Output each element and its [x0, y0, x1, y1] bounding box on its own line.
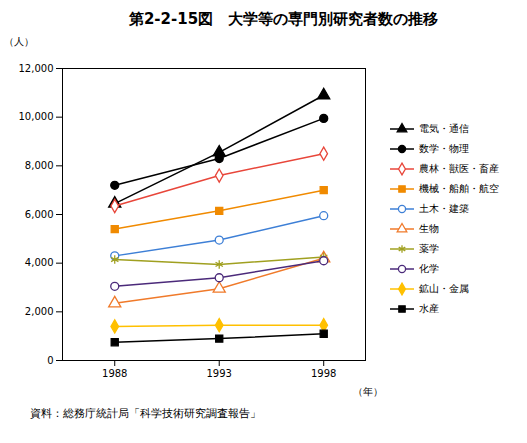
html-text:水産: 水産: [419, 303, 439, 314]
svg-text:0: 0: [47, 355, 53, 366]
svg-text:8,000: 8,000: [25, 160, 54, 171]
svg-text:4,000: 4,000: [25, 257, 54, 268]
html-text:資料：総務庁統計局「科学技術研究調査報告」: 資料：総務庁統計局「科学技術研究調査報告」: [30, 407, 261, 420]
html-text:化学: 化学: [419, 263, 439, 274]
html-text:農林・獣医・畜産: 農林・獣医・畜産: [419, 163, 499, 174]
svg-text:1993: 1993: [206, 368, 231, 379]
html-text:機械・船舶・航空: 機械・船舶・航空: [419, 183, 499, 194]
svg-text:6,000: 6,000: [25, 209, 54, 220]
html-text:第2-2-15図 大学等の専門別研究者数の推移: 第2-2-15図 大学等の専門別研究者数の推移: [128, 10, 439, 28]
html-text:鉱山・金属: 鉱山・金属: [419, 283, 469, 294]
svg-text:12,000: 12,000: [19, 63, 54, 74]
svg-text:10,000: 10,000: [19, 111, 54, 122]
html-text:電気・通信: 電気・通信: [419, 123, 469, 134]
svg-text:1998: 1998: [311, 368, 336, 379]
html-text:生物: 生物: [419, 223, 439, 234]
svg-text:（年）: （年）: [353, 386, 383, 397]
html-text:薬学: 薬学: [419, 243, 439, 254]
svg-text:2,000: 2,000: [25, 306, 54, 317]
html-text:数学・物理: 数学・物理: [419, 143, 469, 154]
html-text:土木・建築: 土木・建築: [419, 203, 469, 214]
svg-text:1988: 1988: [102, 368, 127, 379]
svg-text:（人）: （人）: [4, 36, 34, 47]
